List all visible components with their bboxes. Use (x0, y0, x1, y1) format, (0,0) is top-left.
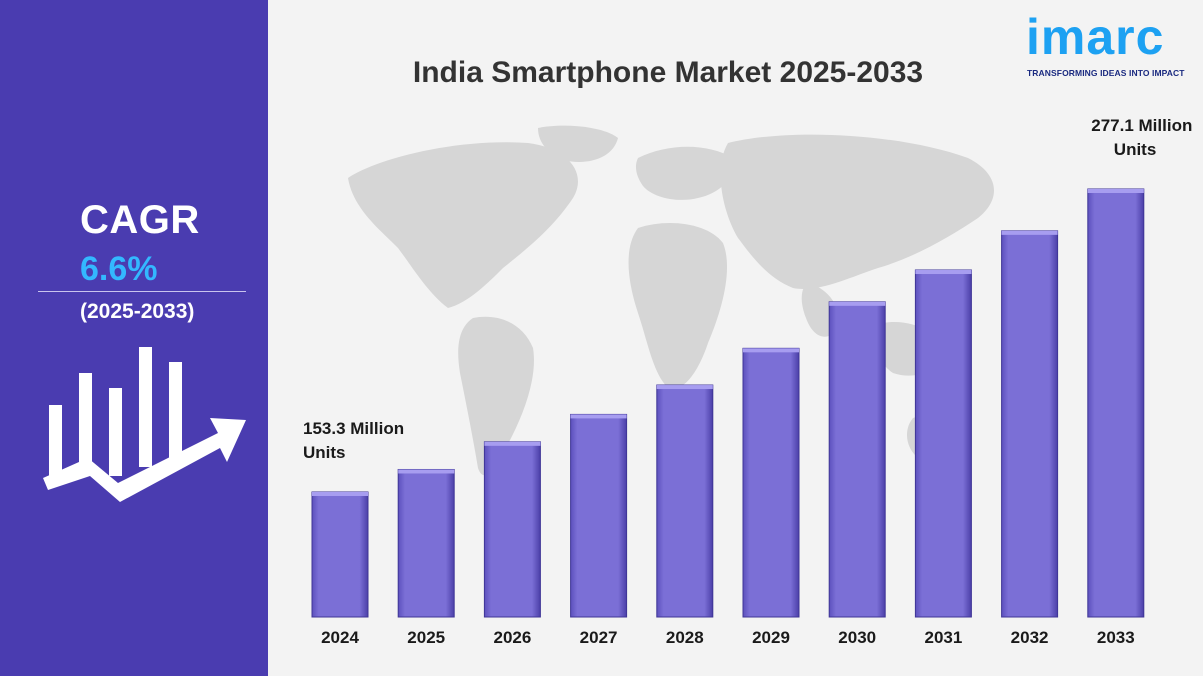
data-label-2024: 153.3 Million Units (303, 419, 404, 462)
x-tick-label: 2032 (1011, 628, 1049, 647)
x-tick-label: 2033 (1097, 628, 1135, 647)
x-tick-label: 2026 (493, 628, 531, 647)
bar-cap-2030 (829, 301, 886, 306)
cagr-label: CAGR (80, 198, 200, 242)
bar-2028 (656, 384, 714, 618)
bar-2032 (1001, 230, 1059, 618)
x-tick-label: 2029 (752, 628, 790, 647)
cagr-divider (38, 291, 246, 292)
bar-cap-2026 (484, 441, 541, 446)
x-tick-label: 2027 (580, 628, 618, 647)
bar-cap-2028 (656, 385, 713, 390)
x-tick-label: 2025 (407, 628, 445, 647)
bar-2031 (914, 269, 972, 618)
bar-2033 (1087, 188, 1145, 618)
bar-cap-2031 (915, 270, 972, 275)
chart-area: India Smartphone Market 2025-2033 imarc … (268, 0, 1203, 676)
bar-2030 (828, 301, 886, 618)
x-tick-label: 2030 (838, 628, 876, 647)
bar-cap-2025 (398, 469, 455, 474)
cagr-sidebar: CAGR 6.6% (2025-2033) (0, 0, 268, 676)
bar-cap-2032 (1001, 230, 1058, 235)
cagr-period: (2025-2033) (80, 300, 195, 323)
data-label-2033: 277.1 Million Units (1091, 116, 1192, 159)
x-tick-label: 2028 (666, 628, 704, 647)
bar-2024 (311, 491, 369, 618)
imarc-logo: imarc TRANSFORMING IDEAS INTO IMPACT (1026, 9, 1186, 82)
bar-cap-2029 (743, 348, 799, 353)
bar-2027 (570, 413, 628, 618)
bar-cap-2033 (1087, 189, 1144, 193)
cagr-value: 6.6% (80, 250, 158, 288)
bar-2026 (483, 441, 541, 618)
chart-title: India Smartphone Market 2025-2033 (412, 56, 924, 89)
bar-cap-2024 (312, 492, 368, 496)
x-tick-label: 2024 (321, 628, 359, 647)
bar-2025 (397, 468, 455, 618)
logo-tagline: TRANSFORMING IDEAS INTO IMPACT (1027, 68, 1185, 78)
logo-wordmark: imarc (1026, 9, 1165, 65)
bar-cap-2027 (570, 414, 627, 419)
growth-chart-arrow-icon (43, 347, 246, 502)
bar-chart: 2024 2025 2026 2027 2028 2029 2030 2031 2032 2033… (303, 116, 1192, 647)
bar-2029 (742, 347, 800, 618)
x-tick-label: 2031 (924, 628, 962, 647)
